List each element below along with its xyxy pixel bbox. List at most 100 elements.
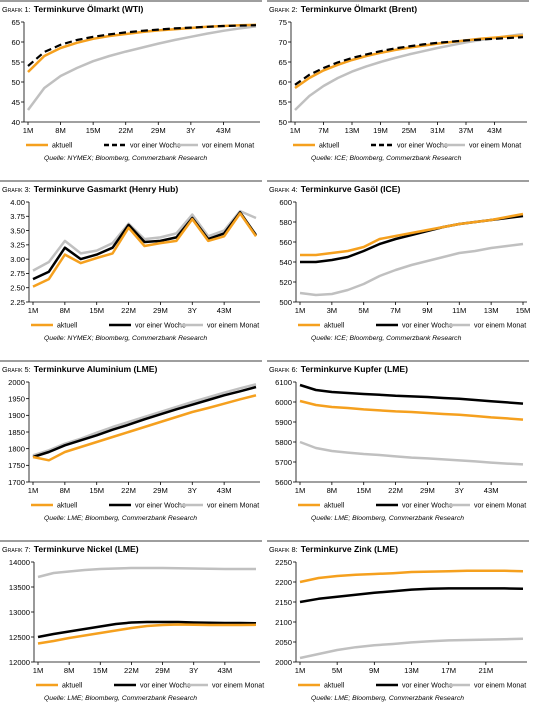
x-tick-label: 1M bbox=[295, 666, 306, 675]
series-line-vor-einer-Woche bbox=[37, 620, 257, 639]
x-tick-label: 22M bbox=[118, 126, 133, 135]
y-tick-label: 560 bbox=[279, 238, 292, 247]
chart-source: Quelle: LME; Bloomberg, Commerzbank Rese… bbox=[311, 695, 464, 702]
y-tick-label: 55 bbox=[279, 98, 287, 107]
chart-panel-5: Grafik 5: Terminkurve Aluminium (LME) 1700… bbox=[0, 360, 266, 540]
chart-title-text: Terminkurve Aluminium (LME) bbox=[34, 364, 158, 374]
x-tick-label: 1M bbox=[290, 126, 301, 135]
series-line-vor-einem-Monat bbox=[32, 209, 257, 272]
chart-source: Quelle: LME; Bloomberg, Commerzbank Rese… bbox=[44, 695, 197, 702]
x-tick-label: 8M bbox=[55, 126, 66, 135]
legend-label: vor einem Monat bbox=[212, 683, 264, 690]
y-tick-label: 3.00 bbox=[10, 255, 25, 264]
series-line-aktuell bbox=[299, 569, 524, 584]
y-tick-label: 13500 bbox=[9, 583, 30, 592]
legend-label: aktuell bbox=[319, 143, 340, 150]
chart-svg-4: Grafik 4: Terminkurve Gasöl (ICE) 500 520 54… bbox=[267, 180, 530, 342]
x-tick-label: 5M bbox=[358, 306, 369, 315]
x-tick-label: 3M bbox=[327, 306, 338, 315]
x-tick-label: 3Y bbox=[455, 486, 464, 495]
legend-label: aktuell bbox=[57, 503, 78, 510]
legend-label: aktuell bbox=[62, 683, 83, 690]
y-tick-label: 1800 bbox=[8, 444, 25, 453]
chart-svg-8: Grafik 8: Terminkurve Zink (LME) 2000 2050 2… bbox=[267, 540, 529, 702]
x-tick-label: 29M bbox=[155, 666, 170, 675]
chart-title-text: Terminkurve Kupfer (LME) bbox=[301, 364, 408, 374]
x-tick-label: 21M bbox=[478, 666, 493, 675]
chart-source: Quelle: LME; Bloomberg, Commerzbank Rese… bbox=[311, 515, 464, 522]
x-tick-label: 22M bbox=[121, 486, 136, 495]
chart-svg-7: Grafik 7: Terminkurve Nickel (LME) 12000 12… bbox=[0, 540, 264, 702]
x-tick-label: 8M bbox=[327, 486, 338, 495]
series-line-vor-einem-Monat bbox=[26, 25, 257, 111]
y-tick-label: 1750 bbox=[8, 461, 25, 470]
legend-label: vor einer Woche bbox=[140, 683, 191, 690]
y-tick-label: 12500 bbox=[9, 633, 30, 642]
x-tick-label: 43M bbox=[487, 126, 502, 135]
series-line-vor-einem-Monat bbox=[32, 383, 257, 457]
series-line-vor-einem-Monat bbox=[37, 566, 256, 579]
y-tick-label: 2250 bbox=[275, 558, 292, 567]
y-tick-label: 65 bbox=[12, 18, 20, 27]
chart-label: Grafik 5: bbox=[2, 365, 31, 374]
chart-title-text: Terminkurve Ölmarkt (Brent) bbox=[301, 4, 418, 14]
y-tick-label: 6000 bbox=[275, 398, 292, 407]
legend-label: vor einer Woche bbox=[402, 323, 453, 330]
legend-label: aktuell bbox=[324, 683, 345, 690]
y-tick-label: 3.50 bbox=[10, 226, 25, 235]
y-tick-label: 5700 bbox=[275, 458, 292, 467]
chart-panel-7: Grafik 7: Terminkurve Nickel (LME) 12000 12… bbox=[0, 540, 266, 720]
chart-label: Grafik 8: bbox=[269, 545, 298, 554]
x-tick-label: 13M bbox=[345, 126, 360, 135]
y-tick-label: 75 bbox=[279, 18, 287, 27]
x-tick-label: 22M bbox=[121, 306, 136, 315]
y-tick-label: 600 bbox=[279, 198, 292, 207]
x-tick-label: 43M bbox=[217, 666, 232, 675]
y-tick-label: 2.25 bbox=[10, 298, 25, 307]
x-tick-label: 7M bbox=[390, 306, 401, 315]
x-tick-label: 1M bbox=[28, 306, 39, 315]
y-tick-label: 50 bbox=[279, 118, 287, 127]
legend-label: vor einem Monat bbox=[469, 143, 521, 150]
legend-label: vor einem Monat bbox=[474, 503, 526, 510]
y-tick-label: 6100 bbox=[275, 378, 292, 387]
x-tick-label: 1M bbox=[295, 486, 306, 495]
chart-label: Grafik 4: bbox=[269, 185, 298, 194]
x-tick-label: 31M bbox=[430, 126, 445, 135]
chart-svg-6: Grafik 6: Terminkurve Kupfer (LME) 5600 570… bbox=[267, 360, 529, 522]
x-tick-label: 17M bbox=[441, 666, 456, 675]
legend-label: vor einer Woche bbox=[135, 323, 186, 330]
x-tick-label: 19M bbox=[373, 126, 388, 135]
y-tick-label: 13000 bbox=[9, 608, 30, 617]
chart-title: Grafik 6: Terminkurve Kupfer (LME) bbox=[269, 364, 408, 374]
x-tick-label: 25M bbox=[402, 126, 417, 135]
legend-label: vor einer Woche bbox=[130, 143, 181, 150]
series-line-aktuell bbox=[32, 212, 258, 288]
series-line-aktuell bbox=[32, 394, 257, 462]
x-tick-label: 15M bbox=[356, 486, 371, 495]
y-tick-label: 1950 bbox=[8, 394, 25, 403]
chart-source: Quelle: ICE; Bloomberg, Commerzbank Rese… bbox=[311, 155, 462, 162]
chart-source: Quelle: LME; Bloomberg, Commerzbank Rese… bbox=[44, 515, 197, 522]
x-tick-label: 43M bbox=[216, 126, 231, 135]
x-tick-label: 43M bbox=[217, 306, 232, 315]
x-tick-label: 3Y bbox=[186, 126, 195, 135]
legend-label: vor einer Woche bbox=[402, 503, 453, 510]
series-line-vor-einer-Woche bbox=[32, 211, 258, 281]
x-tick-label: 29M bbox=[420, 486, 435, 495]
y-tick-label: 55 bbox=[12, 58, 20, 67]
chart-title: Grafik 2: Terminkurve Ölmarkt (Brent) bbox=[269, 4, 417, 14]
chart-source: Quelle: NYMEX; Bloomberg, Commerzbank Re… bbox=[44, 155, 207, 162]
y-tick-label: 2000 bbox=[275, 658, 292, 667]
legend-label: aktuell bbox=[324, 323, 345, 330]
y-tick-label: 2000 bbox=[8, 378, 25, 387]
x-tick-label: 15M bbox=[89, 306, 104, 315]
y-tick-label: 2.50 bbox=[10, 284, 25, 293]
y-tick-label: 1850 bbox=[8, 428, 25, 437]
chart-source: Quelle: ICE; Bloomberg, Commerzbank Rese… bbox=[311, 335, 462, 342]
y-tick-label: 1900 bbox=[8, 411, 25, 420]
x-tick-label: 1M bbox=[28, 486, 39, 495]
x-tick-label: 1M bbox=[295, 306, 306, 315]
legend-label: vor einem Monat bbox=[207, 503, 259, 510]
